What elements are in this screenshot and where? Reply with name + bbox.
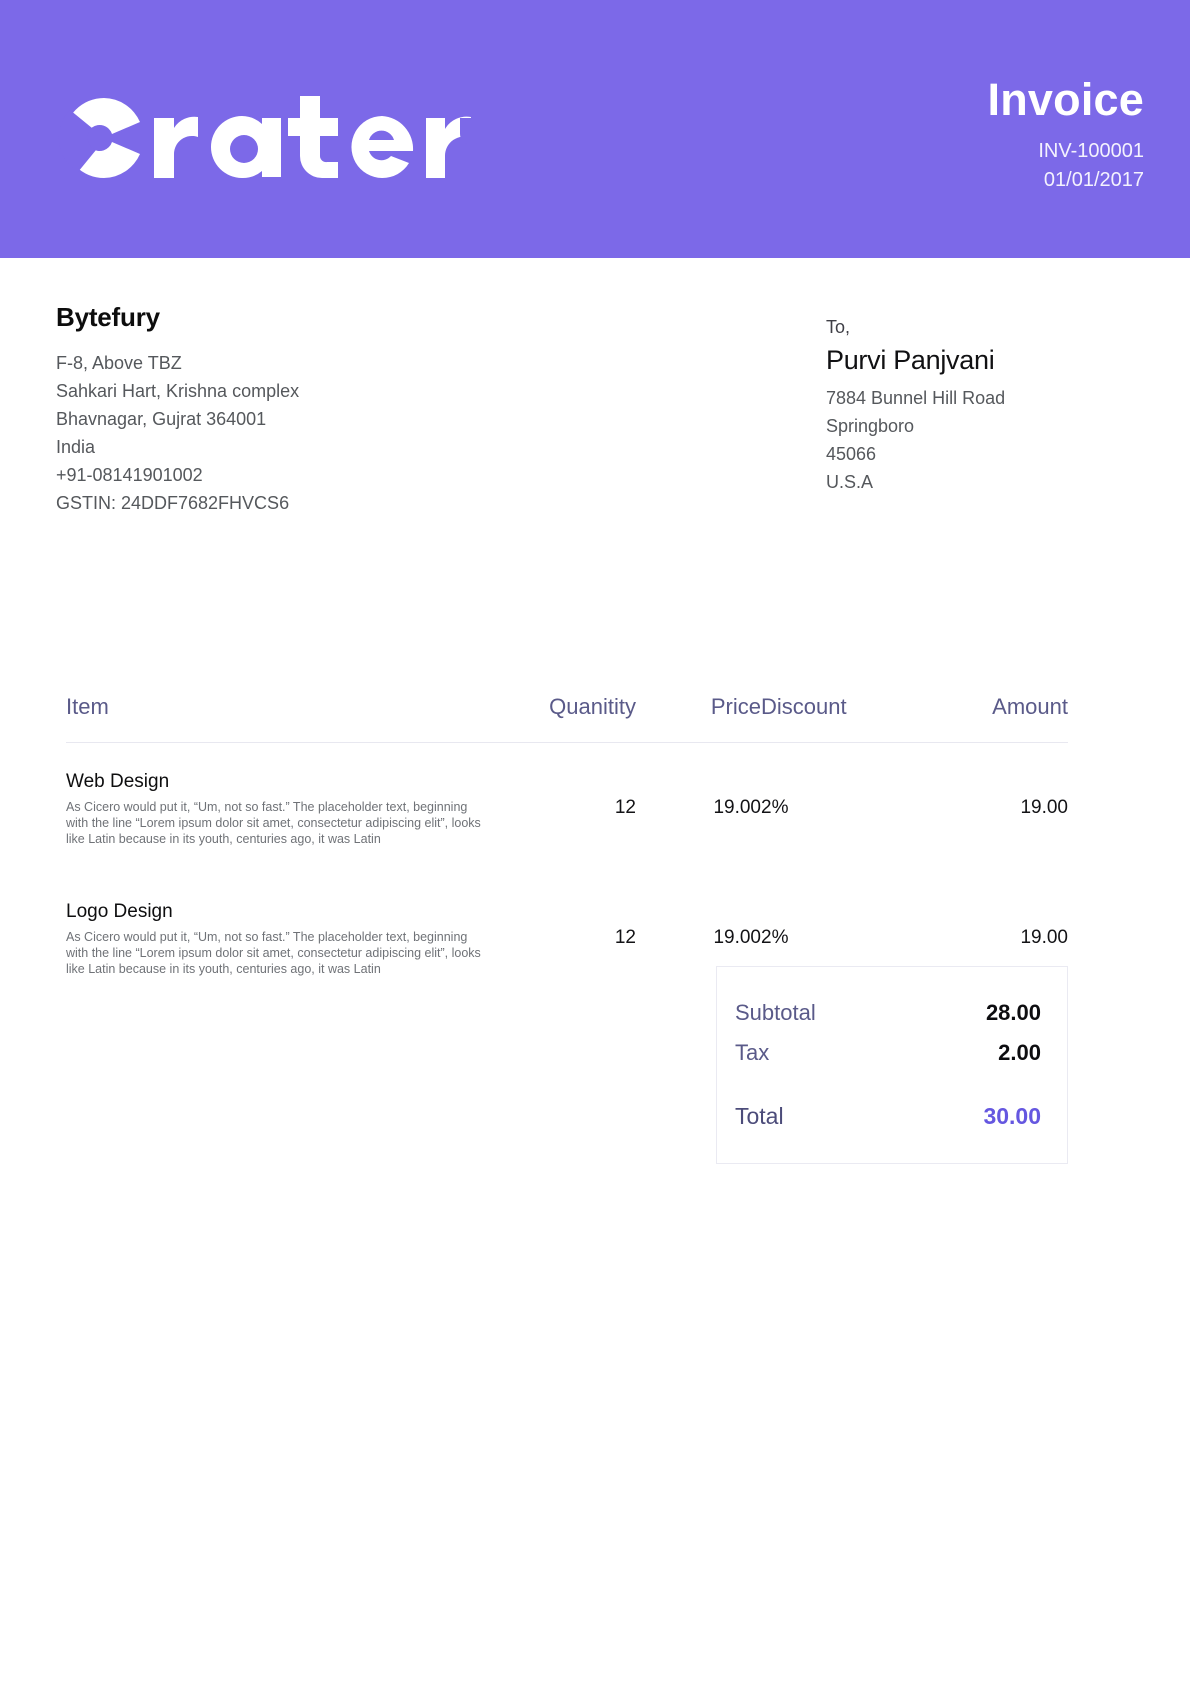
- sender-company-name: Bytefury: [56, 302, 160, 332]
- line-item-amount: 19.00: [1020, 927, 1068, 948]
- sender-address-line: F-8, Above TBZ: [56, 353, 182, 373]
- line-item-name: Logo Design: [66, 901, 173, 922]
- recipient-address-line: U.S.A: [826, 472, 874, 492]
- subtotal-value: 28.00: [985, 1000, 1041, 1025]
- line-item-description: As Cicero would put it, “Um, not so fast…: [66, 930, 481, 976]
- total-row: Total 30.00: [735, 1073, 1041, 1137]
- page-title: Invoice: [987, 74, 1144, 125]
- recipient-address-line: 45066: [826, 444, 877, 464]
- invoice-header-band: Invoice INV-100001 01/01/2017: [0, 0, 1190, 258]
- sender-address-line: Sahkari Hart, Krishna complex: [56, 381, 300, 401]
- sender-gstin: GSTIN: 24DDF7682FHVCS6: [56, 493, 290, 513]
- column-header-item: Item: [66, 694, 496, 743]
- crater-logo: [56, 88, 486, 188]
- column-header-quantity: Quanitity: [496, 694, 636, 743]
- sender-block: Bytefury F-8, Above TBZ Sahkari Hart, Kr…: [56, 302, 516, 517]
- tax-label: Tax: [735, 1040, 770, 1065]
- line-item-quantity: 12: [614, 797, 636, 818]
- invoice-meta: Invoice INV-100001 01/01/2017: [987, 74, 1144, 195]
- recipient-name: Purvi Panjvani: [826, 345, 995, 375]
- sender-phone: +91-08141901002: [56, 465, 203, 485]
- line-item-discount: 2%: [761, 927, 789, 948]
- line-items-table: Item Quanitity Price Discount Amount Web…: [66, 694, 1068, 1003]
- invoice-number: INV-100001: [1038, 139, 1144, 162]
- recipient-label: To,: [826, 317, 851, 337]
- line-item-cell: Logo Design As Cicero would put it, “Um,…: [66, 873, 496, 1003]
- recipient-address-line: 7884 Bunnel Hill Road: [826, 388, 1006, 408]
- recipient-address-line: Springboro: [826, 416, 915, 436]
- tax-value: 2.00: [998, 1040, 1041, 1065]
- sender-address-line: Bhavnagar, Gujrat 364001: [56, 409, 267, 429]
- column-header-amount: Amount: [921, 694, 1068, 743]
- line-item-price: 19.00: [713, 927, 761, 948]
- line-item-discount: 2%: [761, 797, 789, 818]
- table-row: Logo Design As Cicero would put it, “Um,…: [66, 873, 1068, 1003]
- tax-row: Tax 2.00: [735, 1033, 1041, 1073]
- total-label: Total: [735, 1103, 784, 1129]
- address-section: Bytefury F-8, Above TBZ Sahkari Hart, Kr…: [0, 258, 1190, 658]
- totals-summary: Subtotal 28.00 Tax 2.00 Total 30.00: [716, 966, 1068, 1164]
- sender-address-line: India: [56, 437, 96, 457]
- line-item-description: As Cicero would put it, “Um, not so fast…: [66, 800, 481, 846]
- line-item-quantity: 12: [614, 927, 636, 948]
- table-header-row: Item Quanitity Price Discount Amount: [66, 694, 1068, 743]
- line-item-amount: 19.00: [1020, 797, 1068, 818]
- column-header-price: Price: [636, 694, 761, 743]
- subtotal-row: Subtotal 28.00: [735, 993, 1041, 1033]
- line-item-name: Web Design: [66, 771, 170, 792]
- column-header-discount: Discount: [761, 694, 921, 743]
- recipient-block: To, Purvi Panjvani 7884 Bunnel Hill Road…: [826, 314, 1146, 496]
- line-item-cell: Web Design As Cicero would put it, “Um, …: [66, 743, 496, 874]
- total-value: 30.00: [983, 1103, 1041, 1129]
- line-item-price: 19.00: [713, 797, 761, 818]
- invoice-date: 01/01/2017: [1043, 168, 1144, 191]
- subtotal-label: Subtotal: [735, 1000, 816, 1025]
- table-row: Web Design As Cicero would put it, “Um, …: [66, 743, 1068, 874]
